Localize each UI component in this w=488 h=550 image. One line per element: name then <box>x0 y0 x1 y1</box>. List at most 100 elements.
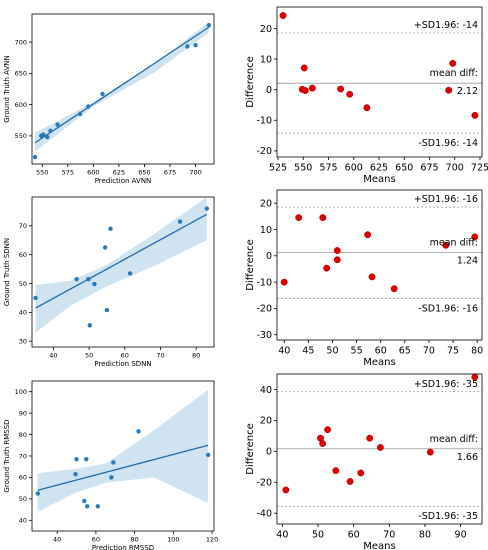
chart-2-x-tick-label: 700 <box>446 163 464 174</box>
chart-4-panel: +SD1.96: -16 mean diff: 1.24 -SD1.96: -16 40… <box>245 189 483 368</box>
chart-5-point-7 <box>95 504 101 509</box>
chart-2-y-tick-label: 20 <box>260 24 272 35</box>
chart-4-point-3 <box>319 214 327 222</box>
chart-6-point-3 <box>319 440 327 448</box>
chart-2-mean-label: mean diff: <box>430 68 478 79</box>
chart-5-y-tick-label: 80 <box>19 431 27 439</box>
chart-2-point-8 <box>363 104 371 112</box>
chart-5-x-tick-label: 100 <box>167 536 179 544</box>
chart-5-point-5 <box>84 457 89 462</box>
chart-1-point-11 <box>193 43 198 48</box>
chart-3-fit-line <box>35 213 208 309</box>
chart-3-y-axis-label: Ground Truth SDNN <box>3 238 11 306</box>
chart-3-point-8 <box>108 226 113 231</box>
chart-2-point-1 <box>279 12 287 20</box>
chart-5-point-10 <box>136 429 141 434</box>
chart-6-y-tick-label: 40 <box>260 385 272 396</box>
chart-5-y-tick-label: 40 <box>19 517 27 525</box>
chart-4-x-axis-label: Means <box>363 357 395 368</box>
chart-4-y-tick-label: -20 <box>256 304 272 315</box>
chart-1-x-tick-label: 550 <box>36 169 48 177</box>
chart-6-x-tick-label: 60 <box>348 530 360 541</box>
chart-4-x-tick-label: 55 <box>351 346 363 357</box>
chart-4-x-tick-label: 70 <box>423 346 435 357</box>
chart-5-x-tick-label: 80 <box>130 536 138 544</box>
chart-4-y-tick-label: 10 <box>260 225 272 236</box>
chart-2-point-3 <box>300 64 308 72</box>
chart-6-lower-label: -SD1.96: -35 <box>418 511 478 522</box>
chart-3-point-9 <box>127 271 133 276</box>
chart-6-x-tick-label: 80 <box>419 530 431 541</box>
chart-5-point-6 <box>84 504 90 509</box>
chart-2-y-tick-label: -10 <box>256 116 272 127</box>
chart-5-y-tick-label: 60 <box>19 474 27 482</box>
chart-4-point-11 <box>471 233 479 241</box>
chart-4-y-tick-label: 20 <box>260 198 272 209</box>
chart-3-x-tick-label: 80 <box>192 352 200 360</box>
chart-1-x-tick-label: 600 <box>87 169 99 177</box>
chart-6-x-axis-label: Means <box>363 541 395 550</box>
chart-5-x-tick-label: 60 <box>92 536 100 544</box>
chart-6-point-9 <box>376 444 384 451</box>
chart-3-point-6 <box>102 245 108 250</box>
chart-3-point-4 <box>87 323 93 328</box>
chart-4-frame <box>276 189 483 341</box>
chart-5-point-2 <box>73 472 78 477</box>
chart-2-y-tick-label: -20 <box>256 146 272 157</box>
chart-4-mean-label: mean diff: <box>430 238 478 249</box>
chart-6-point-7 <box>357 469 365 477</box>
chart-3-frame <box>31 196 215 348</box>
chart-4-x-tick-label: 65 <box>399 346 411 357</box>
chart-3-y-tick-label: 50 <box>19 280 27 288</box>
chart-6-y-axis-label: Difference <box>245 423 256 475</box>
chart-3-panel: 40 50 60 70 80 30 40 50 60 70 Prediction SDNN Groun… <box>3 196 215 368</box>
chart-5-panel: 40 60 80 100 120 40 50 60 70 80 90 100 Prediction RM… <box>3 380 218 550</box>
chart-5-x-axis-label: Prediction RMSSD <box>92 544 154 550</box>
chart-2-x-tick-label: 525 <box>269 163 287 174</box>
chart-4-point-8 <box>368 273 376 281</box>
chart-2-point-11 <box>471 111 479 119</box>
chart-5-point-4 <box>82 498 87 504</box>
chart-1-x-tick-label: 625 <box>113 169 125 177</box>
chart-2-x-tick-label: 575 <box>319 163 337 174</box>
chart-2-frame <box>276 6 483 158</box>
chart-6-x-tick-label: 40 <box>276 530 288 541</box>
chart-4-point-9 <box>390 285 398 293</box>
chart-6-point-6 <box>346 478 354 485</box>
chart-3-x-tick-label: 40 <box>49 352 57 360</box>
chart-5-x-tick-label: 40 <box>53 536 61 544</box>
chart-2-mean-value: 2.12 <box>457 86 478 97</box>
chart-1-y-tick-label: 600 <box>15 101 27 109</box>
chart-3-x-tick-label: 60 <box>121 352 129 360</box>
chart-2-y-tick-label: 0 <box>266 85 272 96</box>
chart-5-point-8 <box>109 475 114 480</box>
chart-6-x-tick-label: 70 <box>383 530 395 541</box>
chart-1-point-10 <box>185 44 190 49</box>
chart-2-x-tick-label: 550 <box>294 163 312 174</box>
chart-3-point-2 <box>74 277 79 282</box>
chart-3-x-tick-label: 70 <box>156 352 164 360</box>
chart-5-y-tick-label: 90 <box>19 409 27 417</box>
chart-6-point-1 <box>282 486 290 494</box>
chart-6-x-tick-label: 50 <box>312 530 324 541</box>
chart-5-point-1 <box>35 491 41 496</box>
chart-3-point-10 <box>177 219 183 224</box>
chart-6-y-tick-label: 0 <box>266 447 272 458</box>
chart-6-point-5 <box>332 467 340 475</box>
chart-1-y-tick-label: 650 <box>15 70 27 78</box>
chart-4-point-5 <box>333 247 341 254</box>
chart-3-y-tick-label: 60 <box>19 251 27 259</box>
chart-2-panel: +SD1.96: -14 mean diff: 2.12 -SD1.96: -14 52… <box>245 6 488 185</box>
chart-3-point-5 <box>92 281 97 287</box>
chart-3-x-axis-label: Prediction SDNN <box>94 360 151 368</box>
chart-6-y-tick-label: -20 <box>256 478 272 489</box>
chart-6-upper-label: +SD1.96: -35 <box>414 379 478 390</box>
chart-2-x-tick-label: 625 <box>370 163 388 174</box>
chart-3-point-1 <box>33 295 38 301</box>
chart-5-point-11 <box>205 452 211 458</box>
chart-4-y-tick-label: -10 <box>256 277 272 288</box>
chart-5-y-axis-label: Ground Truth RMSSD <box>3 419 11 492</box>
chart-2-plot-area <box>277 12 482 134</box>
chart-5-x-tick-label: 120 <box>206 536 218 544</box>
